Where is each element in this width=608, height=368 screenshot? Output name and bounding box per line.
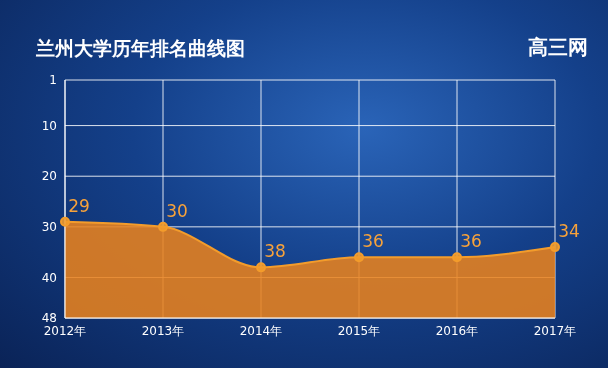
svg-text:20: 20 <box>42 169 57 183</box>
svg-text:36: 36 <box>362 231 384 251</box>
html-text:高三网: 高三网 <box>528 35 588 59</box>
svg-text:2014年: 2014年 <box>240 324 283 338</box>
svg-text:29: 29 <box>68 196 90 216</box>
svg-text:36: 36 <box>460 231 482 251</box>
svg-text:34: 34 <box>558 221 580 241</box>
html-text:兰州大学历年排名曲线图: 兰州大学历年排名曲线图 <box>36 37 245 59</box>
svg-text:2013年: 2013年 <box>142 324 185 338</box>
svg-text:38: 38 <box>264 241 286 261</box>
svg-text:1: 1 <box>49 73 57 87</box>
svg-text:2012年: 2012年 <box>44 324 87 338</box>
svg-text:30: 30 <box>42 220 57 234</box>
svg-text:40: 40 <box>42 271 57 285</box>
svg-text:2016年: 2016年 <box>436 324 479 338</box>
svg-text:30: 30 <box>166 201 188 221</box>
svg-text:2015年: 2015年 <box>338 324 381 338</box>
svg-text:10: 10 <box>42 119 57 133</box>
svg-text:48: 48 <box>42 311 57 325</box>
svg-text:2017年: 2017年 <box>534 324 577 338</box>
